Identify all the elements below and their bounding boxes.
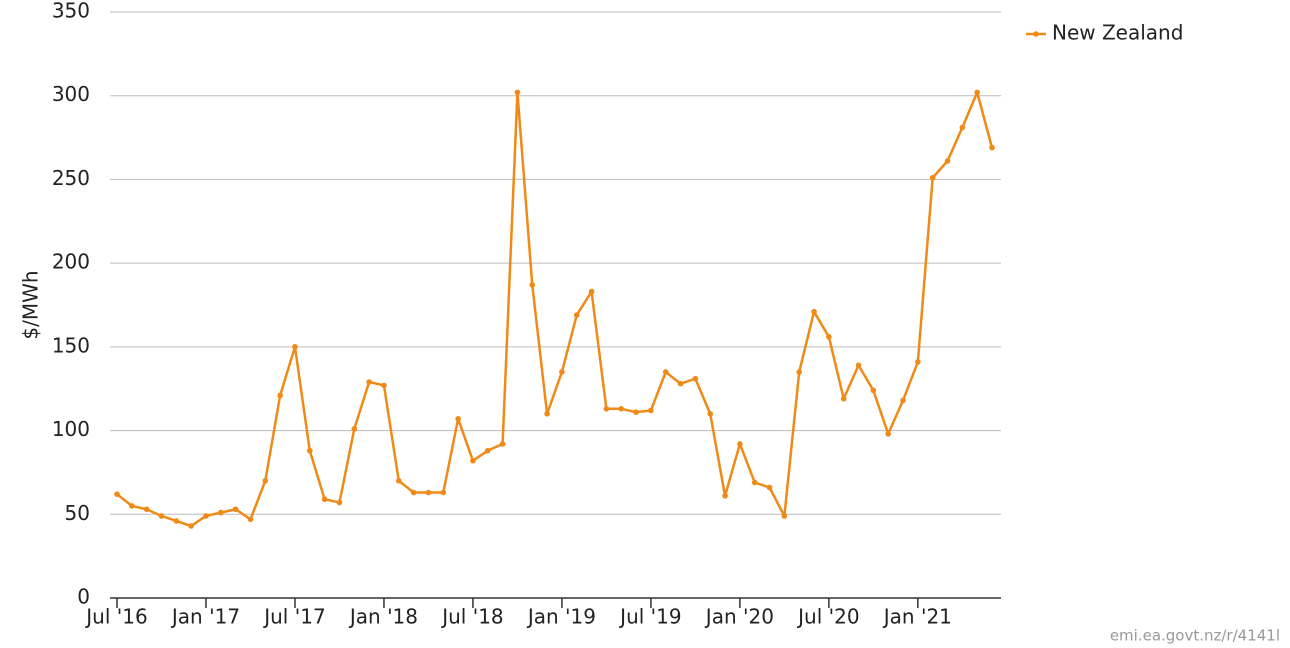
data-point <box>306 447 313 454</box>
data-point <box>262 478 269 484</box>
data-point <box>499 441 506 447</box>
data-point <box>529 282 536 288</box>
y-tick-label: 300 <box>52 82 90 106</box>
data-point <box>292 344 298 350</box>
data-point <box>395 478 402 484</box>
data-point <box>662 369 669 375</box>
data-point <box>484 447 491 454</box>
data-point <box>781 513 788 519</box>
data-point <box>692 375 699 382</box>
y-axis-label: $/MWh <box>19 270 43 339</box>
data-point <box>351 426 358 432</box>
data-point <box>218 509 224 516</box>
data-point <box>929 174 936 181</box>
data-point <box>885 431 891 437</box>
data-point <box>648 407 654 414</box>
data-point <box>158 513 165 519</box>
data-point <box>603 406 610 412</box>
data-point <box>573 312 580 318</box>
data-point <box>588 288 595 295</box>
data-point <box>381 382 387 389</box>
data-point <box>959 124 966 131</box>
y-tick-label: 0 <box>77 585 90 609</box>
x-tick-label: Jan '17 <box>170 605 240 629</box>
data-point <box>855 362 862 369</box>
data-point <box>321 496 328 503</box>
data-point <box>796 369 803 375</box>
data-point <box>707 411 714 417</box>
data-point <box>737 441 743 447</box>
data-point <box>811 308 817 315</box>
data-point <box>989 144 995 151</box>
data-point <box>915 359 921 365</box>
data-point <box>900 397 906 404</box>
data-point <box>336 499 343 506</box>
data-point <box>618 406 625 412</box>
data-point <box>633 409 639 415</box>
x-tick-label: Jul '18 <box>440 605 503 629</box>
data-point <box>277 392 283 399</box>
data-point <box>766 484 773 491</box>
x-tick-label: Jul '16 <box>84 605 147 629</box>
y-tick-label: 100 <box>52 417 90 441</box>
data-point <box>826 334 832 340</box>
data-point <box>870 387 877 394</box>
legend-label: New Zealand <box>1052 21 1183 45</box>
data-point <box>944 158 951 164</box>
x-tick-label: Jan '19 <box>526 605 596 629</box>
data-point <box>203 513 209 519</box>
y-tick-label: 50 <box>65 501 90 525</box>
x-tick-label: Jul '17 <box>262 605 325 629</box>
y-tick-label: 250 <box>52 166 90 190</box>
legend-marker <box>1033 31 1039 37</box>
data-point <box>410 489 417 496</box>
data-point <box>470 457 476 464</box>
y-tick-label: 200 <box>52 250 90 274</box>
data-point <box>544 411 550 417</box>
data-point <box>247 516 254 523</box>
data-point <box>173 518 180 524</box>
data-point <box>440 489 447 496</box>
data-point <box>129 503 135 509</box>
y-tick-label: 350 <box>52 0 90 23</box>
data-point <box>455 416 461 422</box>
data-point <box>366 379 372 385</box>
y-tick-label: 150 <box>52 333 90 357</box>
data-point <box>514 89 521 96</box>
x-tick-label: Jan '20 <box>704 605 774 629</box>
x-tick-label: Jul '20 <box>796 605 859 629</box>
data-point <box>677 380 684 387</box>
data-point <box>143 506 150 513</box>
x-tick-label: Jul '19 <box>618 605 681 629</box>
data-point <box>974 89 980 96</box>
data-point <box>840 395 847 402</box>
data-point <box>425 489 432 496</box>
x-tick-label: Jan '18 <box>348 605 418 629</box>
data-point <box>232 506 239 513</box>
data-point <box>722 493 728 499</box>
source-note: emi.ea.govt.nz/r/4141l <box>1110 627 1280 645</box>
data-point <box>559 369 565 375</box>
data-point <box>114 491 120 497</box>
data-point <box>751 479 758 486</box>
series-line <box>116 91 994 528</box>
data-point <box>188 523 194 529</box>
x-tick-label: Jan '21 <box>882 605 952 629</box>
